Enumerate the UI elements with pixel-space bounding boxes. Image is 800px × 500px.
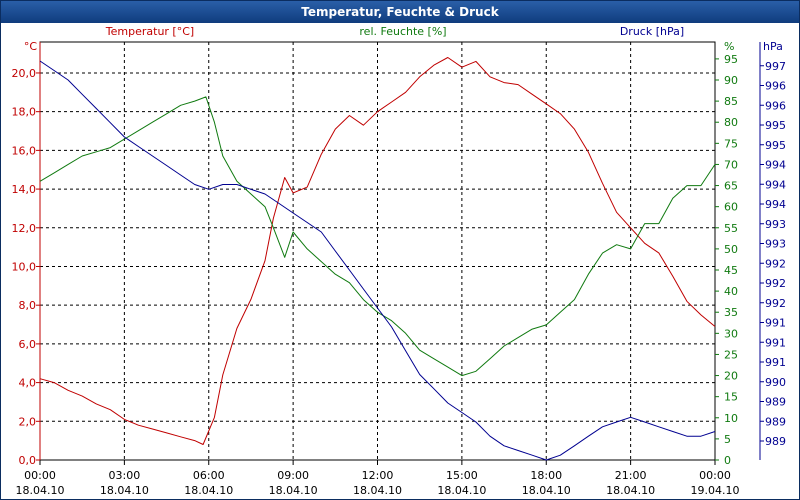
temp-tick-label: 6,0 [19,338,37,351]
hum-tick-label: 75 [724,137,738,150]
x-tick-date: 18.04.10 [269,484,318,497]
series-line-pressure [39,60,716,461]
chart-series [39,57,716,461]
temp-axis-unit: °C [24,40,38,53]
hum-tick-label: 20 [724,370,738,383]
x-tick-time: 06:00 [193,469,225,482]
press-tick-label: 993 [765,238,786,251]
chart-axes [36,41,764,465]
window-title: Temperatur, Feuchte & Druck [1,1,799,23]
hum-tick-label: 70 [724,158,738,171]
press-tick-label: 990 [765,376,786,389]
press-tick-label: 994 [765,159,786,172]
temp-tick-label: 0,0 [19,454,37,467]
x-tick-time: 21:00 [615,469,647,482]
x-tick-time: 18:00 [530,469,562,482]
temp-tick-label: 16,0 [12,144,37,157]
x-tick-date: 18.04.10 [437,484,486,497]
press-tick-label: 994 [765,178,786,191]
temp-tick-label: 14,0 [12,183,37,196]
hum-tick-label: 45 [724,264,738,277]
hum-tick-label: 80 [724,116,738,129]
temp-tick-label: 12,0 [12,222,37,235]
temp-tick-label: 2,0 [19,415,37,428]
hum-tick-label: 35 [724,306,738,319]
press-tick-label: 992 [765,257,786,270]
hum-tick-label: 60 [724,201,738,214]
temp-tick-label: 20,0 [12,67,37,80]
legend-entry: Druck [hPa] [620,25,684,38]
x-tick-date: 18.04.10 [16,484,65,497]
legend-entry: rel. Feuchte [%] [359,25,446,38]
press-tick-label: 992 [765,277,786,290]
chart-labels: 00:00 18.04.10 03:00 18.04.10 06:00 18.04.10 0… [12,25,787,497]
x-tick-date: 18.04.10 [100,484,149,497]
hum-tick-label: 25 [724,348,738,361]
x-tick-date: 18.04.10 [353,484,402,497]
x-tick-date: 19.04.10 [691,484,740,497]
press-axis-unit: hPa [763,40,783,53]
press-tick-label: 989 [765,435,786,448]
x-tick-time: 12:00 [362,469,394,482]
temp-tick-label: 10,0 [12,260,37,273]
hum-tick-label: 55 [724,222,738,235]
x-tick-time: 03:00 [109,469,141,482]
press-tick-label: 991 [765,356,786,369]
press-tick-label: 989 [765,396,786,409]
hum-axis-unit: % [724,40,734,53]
series-line-temperature [39,57,716,445]
hum-tick-label: 40 [724,285,738,298]
x-tick-date: 18.04.10 [606,484,655,497]
x-tick-date: 18.04.10 [522,484,571,497]
x-tick-time: 09:00 [277,469,309,482]
press-tick-label: 996 [765,80,786,93]
x-tick-date: 18.04.10 [184,484,233,497]
press-tick-label: 995 [765,119,786,132]
hum-tick-label: 65 [724,180,738,193]
x-tick-time: 15:00 [446,469,478,482]
x-tick-time: 00:00 [699,469,731,482]
legend-entry: Temperatur [°C] [105,25,194,38]
press-tick-label: 993 [765,218,786,231]
hum-tick-label: 50 [724,243,738,256]
press-tick-label: 997 [765,60,786,73]
press-tick-label: 995 [765,139,786,152]
press-tick-label: 991 [765,317,786,330]
hum-tick-label: 15 [724,391,738,404]
press-tick-label: 991 [765,336,786,349]
temp-tick-label: 18,0 [12,106,37,119]
x-tick-time: 00:00 [24,469,56,482]
hum-tick-label: 10 [724,412,738,425]
press-tick-label: 994 [765,198,786,211]
hum-tick-label: 30 [724,327,738,340]
hum-tick-label: 85 [724,95,738,108]
chart-grid [40,42,715,460]
temp-tick-label: 8,0 [19,299,37,312]
press-tick-label: 989 [765,415,786,428]
temp-tick-label: 4,0 [19,377,37,390]
hum-tick-label: 90 [724,74,738,87]
hum-tick-label: 5 [724,433,731,446]
press-tick-label: 992 [765,297,786,310]
press-tick-label: 996 [765,99,786,112]
hum-tick-label: 95 [724,53,738,66]
hum-tick-label: 0 [724,454,731,467]
series-line-humidity [39,96,716,377]
